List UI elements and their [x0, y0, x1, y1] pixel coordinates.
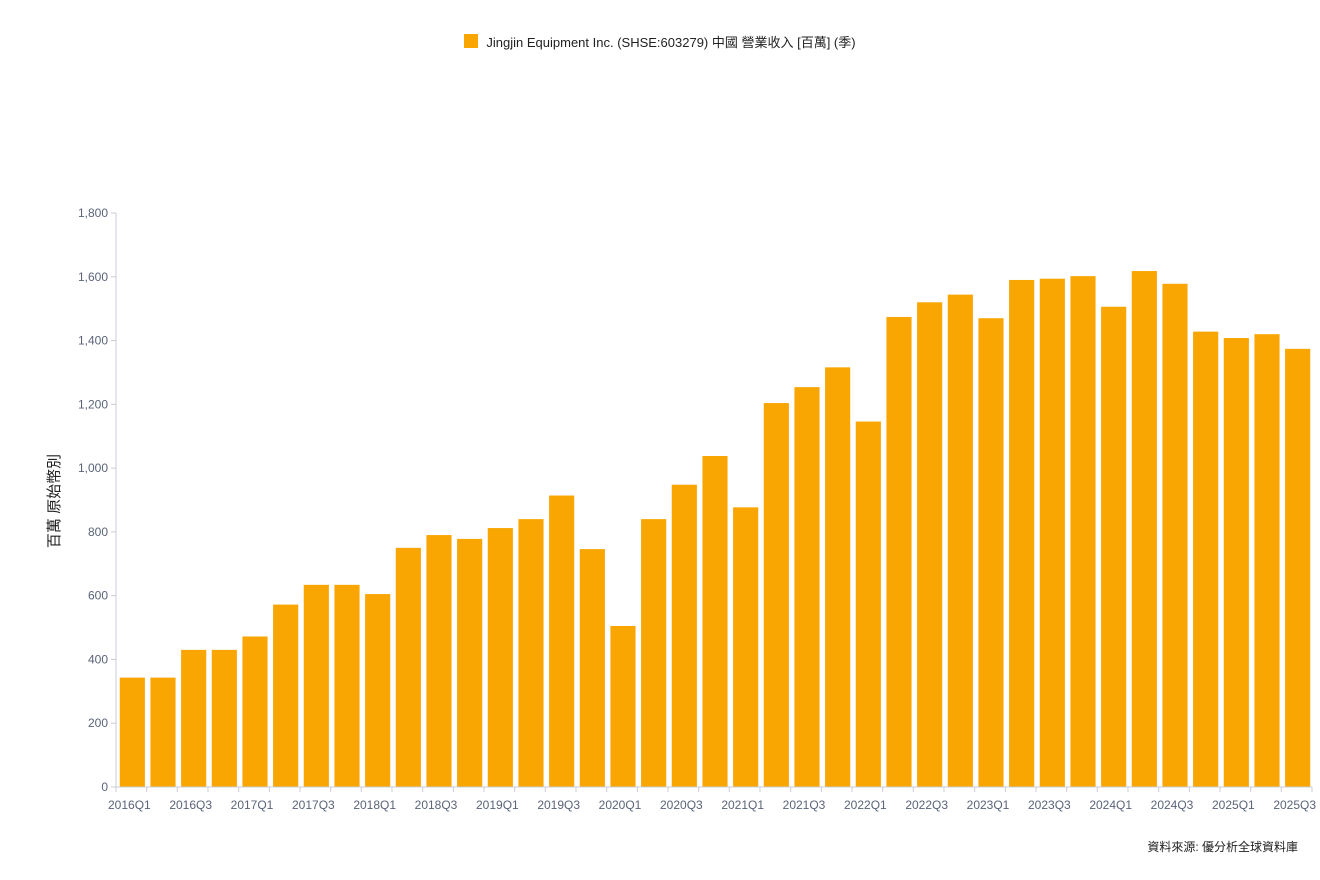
bar: [1070, 276, 1096, 787]
bar: [886, 316, 912, 787]
x-tick-label: 2025Q1: [1212, 798, 1255, 812]
bar: [978, 318, 1004, 787]
bar: [211, 649, 237, 787]
bar: [181, 649, 207, 787]
bar: [671, 484, 697, 787]
bar: [702, 455, 728, 787]
bar: [794, 387, 820, 787]
legend-swatch: [464, 34, 479, 48]
bar: [1039, 278, 1065, 787]
bar: [1193, 331, 1219, 787]
x-tick-label: 2017Q1: [231, 798, 274, 812]
bar: [334, 584, 360, 787]
bar: [518, 519, 544, 787]
y-tick-label: 800: [88, 525, 108, 539]
bar: [733, 507, 759, 787]
bar: [855, 421, 881, 787]
bar: [763, 403, 789, 787]
bar: [1101, 306, 1127, 787]
x-tick-label: 2020Q3: [660, 798, 703, 812]
y-axis-title: 百萬 原始幣別: [46, 454, 63, 548]
y-tick-label: 600: [88, 589, 108, 603]
x-tick-label: 2022Q1: [844, 798, 887, 812]
bar: [487, 528, 513, 787]
y-tick-label: 1,400: [78, 334, 108, 348]
y-tick-label: 1,800: [78, 206, 108, 220]
bar: [1009, 279, 1035, 787]
x-tick-label: 2023Q1: [967, 798, 1010, 812]
bar: [395, 547, 421, 787]
y-tick-label: 400: [88, 652, 108, 666]
bar: [365, 594, 391, 787]
x-tick-label: 2017Q3: [292, 798, 335, 812]
bar: [549, 495, 575, 787]
bar: [426, 535, 452, 787]
bar: [457, 538, 483, 787]
bar: [150, 677, 176, 787]
x-tick-label: 2016Q1: [108, 798, 151, 812]
bar: [303, 584, 329, 787]
y-tick-label: 1,200: [78, 397, 108, 411]
x-tick-label: 2018Q3: [415, 798, 458, 812]
bar: [641, 519, 667, 787]
x-tick-label: 2019Q1: [476, 798, 519, 812]
x-tick-label: 2016Q3: [169, 798, 212, 812]
bar: [119, 677, 145, 787]
legend-label: Jingjin Equipment Inc. (SHSE:603279) 中國 …: [486, 34, 856, 50]
x-tick-label: 2024Q3: [1151, 798, 1194, 812]
legend: Jingjin Equipment Inc. (SHSE:603279) 中國 …: [0, 31, 1320, 51]
x-tick-label: 2022Q3: [905, 798, 948, 812]
bar: [947, 294, 973, 787]
y-tick-label: 200: [88, 716, 108, 730]
bar: [825, 367, 851, 787]
source-note: 資料來源: 優分析全球資料庫: [1147, 840, 1298, 854]
x-tick-label: 2019Q3: [537, 798, 580, 812]
x-tick-label: 2018Q1: [353, 798, 396, 812]
x-tick-label: 2024Q1: [1089, 798, 1132, 812]
bar: [1254, 334, 1280, 787]
y-tick-label: 0: [101, 780, 108, 794]
x-tick-label: 2020Q1: [599, 798, 642, 812]
bar: [1162, 283, 1188, 787]
bar: [917, 302, 943, 787]
bar: [579, 549, 605, 787]
bar: [610, 625, 636, 787]
y-tick-label: 1,000: [78, 461, 108, 475]
bar: [273, 604, 299, 787]
bar: [242, 636, 268, 787]
bar: [1285, 348, 1311, 787]
x-tick-label: 2021Q1: [721, 798, 764, 812]
bar: [1131, 271, 1157, 787]
x-tick-label: 2021Q3: [783, 798, 826, 812]
x-tick-label: 2023Q3: [1028, 798, 1071, 812]
y-tick-label: 1,600: [78, 270, 108, 284]
x-tick-label: 2025Q3: [1273, 798, 1316, 812]
bar: [1223, 338, 1249, 787]
